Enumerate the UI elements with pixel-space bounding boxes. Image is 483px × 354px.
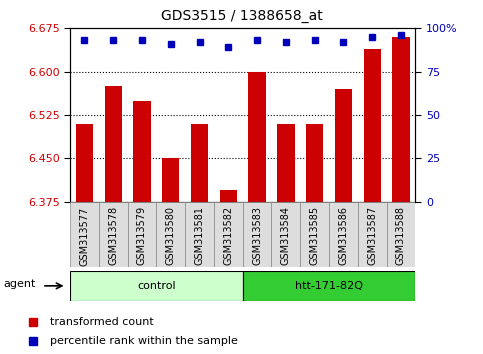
FancyBboxPatch shape bbox=[271, 202, 300, 267]
Bar bbox=[220, 190, 237, 202]
FancyBboxPatch shape bbox=[214, 202, 243, 267]
Text: GSM313584: GSM313584 bbox=[281, 206, 291, 266]
Bar bbox=[105, 86, 122, 202]
FancyBboxPatch shape bbox=[300, 202, 329, 267]
Text: percentile rank within the sample: percentile rank within the sample bbox=[50, 336, 238, 346]
Text: GSM313579: GSM313579 bbox=[137, 206, 147, 266]
Bar bbox=[306, 124, 323, 202]
Text: GSM313580: GSM313580 bbox=[166, 206, 176, 266]
Bar bbox=[335, 89, 352, 202]
FancyBboxPatch shape bbox=[70, 202, 99, 267]
Bar bbox=[133, 101, 151, 202]
Text: GSM313582: GSM313582 bbox=[223, 206, 233, 266]
FancyBboxPatch shape bbox=[329, 202, 358, 267]
Text: GSM313588: GSM313588 bbox=[396, 206, 406, 266]
Text: GSM313581: GSM313581 bbox=[195, 206, 204, 266]
FancyBboxPatch shape bbox=[243, 202, 271, 267]
FancyBboxPatch shape bbox=[243, 271, 415, 301]
Text: GSM313583: GSM313583 bbox=[252, 206, 262, 266]
FancyBboxPatch shape bbox=[386, 202, 415, 267]
Text: control: control bbox=[137, 281, 176, 291]
Text: transformed count: transformed count bbox=[50, 318, 154, 327]
Bar bbox=[364, 48, 381, 202]
Bar bbox=[392, 37, 410, 202]
Bar bbox=[76, 124, 93, 202]
Text: agent: agent bbox=[3, 279, 36, 289]
Bar bbox=[162, 159, 179, 202]
Text: GDS3515 / 1388658_at: GDS3515 / 1388658_at bbox=[161, 9, 322, 23]
Text: GSM313577: GSM313577 bbox=[79, 206, 89, 266]
FancyBboxPatch shape bbox=[128, 202, 156, 267]
Text: htt-171-82Q: htt-171-82Q bbox=[295, 281, 363, 291]
FancyBboxPatch shape bbox=[99, 202, 128, 267]
Text: GSM313587: GSM313587 bbox=[367, 206, 377, 266]
Text: GSM313586: GSM313586 bbox=[339, 206, 348, 266]
Bar bbox=[248, 72, 266, 202]
Bar bbox=[191, 124, 208, 202]
FancyBboxPatch shape bbox=[156, 202, 185, 267]
FancyBboxPatch shape bbox=[185, 202, 214, 267]
FancyBboxPatch shape bbox=[70, 271, 243, 301]
FancyBboxPatch shape bbox=[358, 202, 386, 267]
Text: GSM313585: GSM313585 bbox=[310, 206, 320, 266]
Text: GSM313578: GSM313578 bbox=[108, 206, 118, 266]
Bar bbox=[277, 124, 295, 202]
